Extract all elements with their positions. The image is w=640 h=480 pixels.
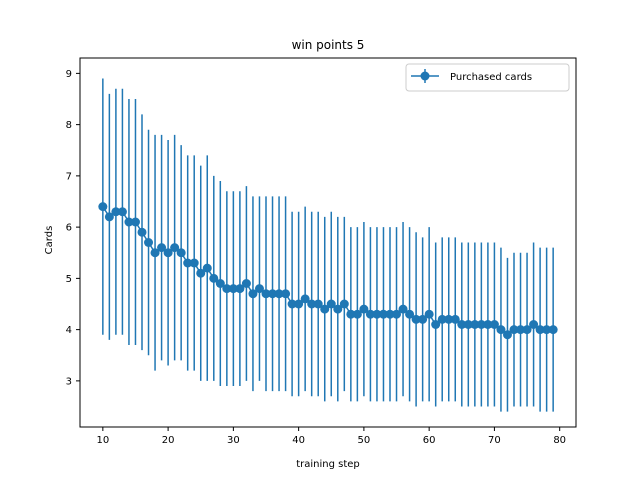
- data-point-0-55: [457, 320, 467, 329]
- data-point-0-5: [130, 217, 140, 227]
- x-tick-label-50: 50: [358, 435, 371, 446]
- data-point-0-41: [365, 309, 375, 319]
- chart-title: win points 5: [292, 38, 365, 52]
- y-axis-label: Cards: [44, 226, 55, 255]
- data-point-0-52: [437, 314, 447, 324]
- data-point-0-40: [359, 304, 369, 314]
- x-tick-label-60: 60: [423, 435, 436, 446]
- data-point-0-14: [189, 258, 199, 268]
- data-point-0-64: [516, 325, 526, 335]
- data-point-0-11: [170, 243, 180, 253]
- legend-marker-purchased-cards: [420, 71, 430, 81]
- y-tick-label-5: 5: [66, 274, 72, 285]
- data-point-0-42: [372, 309, 382, 319]
- data-point-0-31: [300, 294, 310, 304]
- data-point-0-66: [529, 320, 539, 329]
- y-tick-label-4: 4: [66, 325, 72, 336]
- x-tick-label-70: 70: [488, 435, 501, 446]
- data-point-0-16: [202, 263, 212, 273]
- data-point-0-67: [535, 325, 545, 335]
- data-point-0-51: [431, 320, 441, 329]
- y-tick-label-8: 8: [66, 120, 72, 131]
- data-point-0-63: [509, 325, 519, 335]
- data-point-0-45: [392, 309, 402, 319]
- data-point-0-28: [281, 289, 291, 299]
- data-point-0-35: [326, 299, 336, 309]
- data-point-0-50: [424, 309, 434, 319]
- data-point-0-60: [489, 320, 499, 329]
- data-point-0-19: [222, 284, 232, 294]
- data-point-0-33: [313, 299, 323, 309]
- data-point-0-69: [548, 325, 558, 335]
- data-point-0-43: [378, 309, 388, 319]
- data-point-0-49: [418, 314, 428, 324]
- data-point-0-29: [287, 299, 297, 309]
- data-point-0-54: [450, 314, 460, 324]
- x-axis-label: training step: [296, 459, 360, 470]
- data-point-0-15: [196, 268, 206, 278]
- data-point-0-3: [117, 207, 127, 217]
- data-point-0-44: [385, 309, 395, 319]
- data-point-0-62: [502, 330, 512, 340]
- data-point-0-56: [463, 320, 473, 329]
- data-point-0-32: [307, 299, 317, 309]
- data-point-0-46: [398, 304, 408, 314]
- data-point-0-25: [261, 289, 271, 299]
- data-point-0-65: [522, 325, 532, 335]
- data-point-0-34: [320, 304, 330, 314]
- data-point-0-7: [144, 238, 154, 247]
- data-point-0-27: [274, 289, 284, 299]
- data-point-0-20: [228, 284, 238, 294]
- data-point-0-36: [333, 304, 343, 314]
- y-tick-label-7: 7: [66, 171, 72, 182]
- data-point-0-6: [137, 227, 147, 237]
- data-point-0-57: [470, 320, 480, 329]
- data-point-0-61: [496, 325, 506, 335]
- data-point-0-9: [157, 243, 167, 253]
- y-tick-label-3: 3: [66, 376, 72, 387]
- data-point-0-1: [104, 212, 114, 222]
- plot-area: 10 20 30 40 50 60 70 80 3 4 5 6 7 8 9: [66, 57, 577, 446]
- data-point-0-38: [346, 309, 356, 319]
- data-point-0-17: [209, 273, 219, 283]
- data-point-0-8: [150, 248, 160, 258]
- legend: Purchased cards: [405, 63, 570, 92]
- y-tick-label-9: 9: [66, 69, 72, 80]
- x-tick-label-40: 40: [292, 435, 305, 446]
- legend-label-purchased-cards: Purchased cards: [450, 72, 532, 83]
- x-tick-label-10: 10: [96, 435, 109, 446]
- data-point-0-53: [444, 314, 454, 324]
- data-point-0-13: [183, 258, 193, 268]
- data-point-0-47: [405, 309, 415, 319]
- x-tick-label-80: 80: [553, 435, 566, 446]
- data-point-0-37: [339, 299, 349, 309]
- data-point-0-21: [235, 284, 245, 294]
- data-point-0-2: [111, 207, 121, 217]
- data-point-0-23: [248, 289, 258, 299]
- data-point-0-48: [411, 314, 421, 324]
- data-point-0-68: [542, 325, 552, 335]
- x-tick-label-30: 30: [227, 435, 240, 446]
- x-tick-label-20: 20: [162, 435, 175, 446]
- data-point-0-22: [241, 279, 251, 288]
- data-point-0-4: [124, 217, 134, 227]
- data-point-0-0: [98, 202, 108, 212]
- data-point-0-39: [352, 309, 362, 319]
- data-point-0-26: [268, 289, 278, 299]
- data-point-0-30: [294, 299, 304, 309]
- y-tick-label-6: 6: [66, 223, 72, 234]
- axes-frame: [79, 57, 577, 428]
- data-point-0-12: [176, 248, 186, 258]
- data-point-0-59: [483, 320, 493, 329]
- legend-box: [405, 63, 570, 92]
- data-point-0-24: [254, 284, 264, 294]
- data-point-0-18: [215, 279, 225, 288]
- data-point-0-58: [476, 320, 486, 329]
- data-point-0-10: [163, 248, 173, 258]
